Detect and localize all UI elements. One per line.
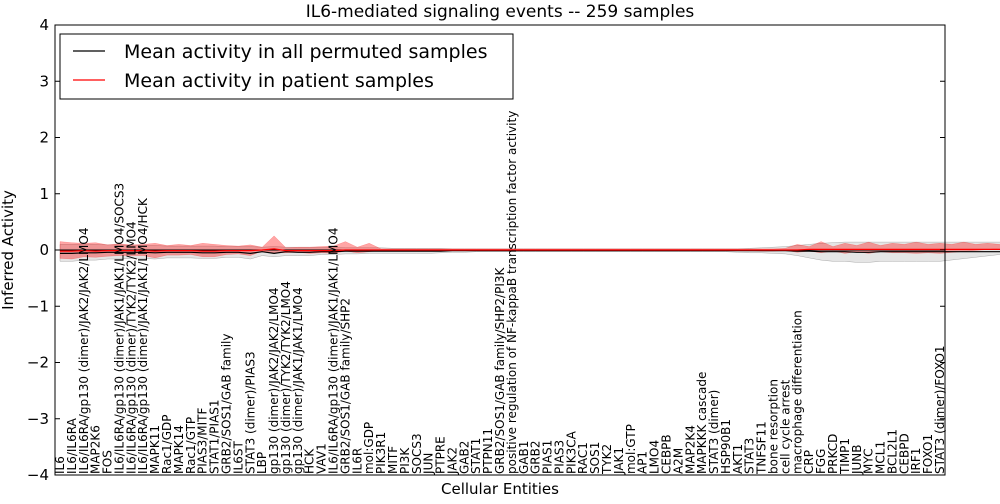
legend-label-permuted: Mean activity in all permuted samples [124, 41, 487, 63]
x-tick-label: gp130 (dimer)/TYK2/TYK2/LMO4 [279, 281, 293, 474]
x-tick-label: IL6/IL6RA/gp130 (dimer)/JAK2/JAK2/LMO4 [77, 228, 91, 474]
x-tick-label: STAT3 [743, 438, 757, 474]
x-tick-label: IRF1 [909, 448, 923, 474]
x-tick-label: GRB2/SOS1/GAB family/SHP2/PI3K [493, 266, 507, 474]
x-tick-label: FOXO1 [921, 434, 935, 474]
y-tick-label: −4 [27, 466, 49, 484]
x-tick-label: IL6R [350, 448, 364, 474]
series-layer [60, 248, 1000, 255]
x-tick-label: MAPK14 [172, 425, 186, 474]
x-tick-label: IL6 [53, 456, 67, 474]
x-tick-label: AKT1 [731, 444, 745, 474]
x-tick-label: PIAS1 [541, 440, 555, 474]
x-tick-label: BCL2L1 [885, 429, 899, 474]
x-tick-label: GAB1 [517, 441, 531, 474]
x-tick-label: IL6/IL6RA/gp130 (dimer)/JAK1/JAK1/LMO4/S… [113, 183, 127, 474]
x-tick-label: mol:GTP [624, 424, 638, 474]
x-tick-label: IL6/IL6RA/gp130 (dimer)/JAK1/JAK1/LMO4/H… [136, 197, 150, 474]
x-tick-label: MAPK11 [148, 425, 162, 474]
y-tick-label: −3 [27, 410, 49, 428]
x-tick-label: AP1 [636, 451, 650, 474]
x-tick-label: JAK2 [445, 447, 459, 475]
y-axis-label: Inferred Activity [0, 190, 17, 310]
x-tick-label: CEBPD [897, 433, 911, 474]
y-tick-label: 4 [39, 16, 49, 34]
chart-title: IL6-mediated signaling events -- 259 sam… [306, 2, 695, 22]
y-tick-label: 1 [39, 185, 49, 203]
x-tick-label: MYC [862, 449, 876, 474]
legend-box [59, 33, 514, 100]
x-tick-label: SOCS3 [410, 433, 424, 474]
x-tick-label: JUN [422, 453, 436, 475]
x-tick-label: Rac1/GTP [184, 417, 198, 474]
x-tick-label: JAK1 [612, 447, 626, 475]
y-tick-label: −2 [27, 354, 49, 372]
x-tick-label: TIMP1 [838, 438, 852, 475]
x-tick-label: PTPRE [434, 436, 448, 474]
x-tick-label: HSP90B1 [719, 419, 733, 474]
x-tick-label: GAB2 [457, 441, 471, 474]
x-tick-label: PIK3CA [564, 430, 578, 474]
x-tick-label: A2M [671, 448, 685, 474]
band-layer [59, 235, 1000, 263]
x-tick-label: RAC1 [576, 442, 590, 474]
x-tick-label: MAP2K4 [683, 425, 697, 474]
x-tick-label: SOS1 [588, 442, 602, 474]
x-tick-label: STAT3 (dimer)/FOXO1 [933, 345, 947, 474]
x-tick-label: LBP [255, 452, 269, 474]
x-tick-label: HCK [303, 448, 317, 474]
y-tick-label: 2 [39, 129, 49, 147]
x-tick-label: PIAS3/MITF [196, 407, 210, 474]
x-tick-label: PI3K [398, 447, 412, 474]
plot-frame [54, 24, 946, 476]
x-tick-label: MAPKKK cascade [695, 372, 709, 474]
x-tick-label: CEBPB [660, 434, 674, 474]
x-tick-label: STAT3 (dimer) [707, 390, 721, 474]
x-tick-label: TNFSF11 [755, 421, 769, 475]
x-tick-label: PIAS3 [553, 440, 567, 474]
x-tick-label: PTPN11 [481, 428, 495, 474]
x-tick-label: Rac1/GDP [160, 414, 174, 473]
x-tick-label: gp130 (dimer)/JAK2/JAK2/LMO4 [267, 287, 281, 474]
x-axis-label: Cellular Entities [441, 480, 559, 498]
x-tick-label: mol:GDP [362, 422, 376, 474]
x-tick-label: bone resorption [767, 379, 781, 474]
x-tick-label: MITF [386, 446, 400, 474]
x-tick-label: LMO4 [648, 440, 662, 474]
x-tick-label: STAT1/PIAS1 [208, 399, 222, 474]
x-tick-label: FGG [814, 449, 828, 475]
legend: Mean activity in all permuted samples Me… [59, 33, 514, 100]
x-tick-label: GRB2 [529, 441, 543, 475]
x-tick-label: STAT3 (dimer)/PIAS3 [243, 351, 257, 474]
x-tick-label: GRB2/SOS1/GAB family/SHP2 [338, 298, 352, 474]
x-tick-label: gp130 (dimer)/JAK1/JAK1/LMO4 [291, 287, 305, 474]
x-tick-label: FOS [101, 450, 115, 474]
x-tick-label: TYK2 [600, 444, 614, 475]
x-tick-label: PRKCD [826, 434, 840, 474]
x-tick-label: STAT1 [469, 438, 483, 474]
band-permuted [59, 241, 1000, 263]
x-tick-label: IL6ST [231, 441, 245, 474]
x-tick-label: IL6/IL6RA/gp130 (dimer)/JAK1/JAK1/LMO4 [327, 228, 341, 474]
x-tick-label: cell cycle arrest [778, 379, 792, 474]
y-tick-label: −1 [27, 297, 49, 315]
x-tick-label: macrophage differentiation [790, 310, 804, 474]
x-tick-label: IL6/IL6RA/gp130 (dimer)/TYK2/TYK2/LMO4 [124, 221, 138, 474]
x-tick-label: VAV1 [315, 443, 329, 474]
x-tick-label: IL6/IL6RA [65, 417, 79, 474]
x-tick-label: GRB2/SOS1/GAB family [220, 334, 234, 475]
x-tick-label: PIK3R1 [374, 432, 388, 474]
x-tick-label: CRP [802, 450, 816, 474]
series-line-patient [60, 248, 1000, 252]
x-tick-label: positive regulation of NF-kappaB transcr… [505, 111, 519, 474]
x-tick-label: JUNB [850, 445, 864, 476]
y-tick-label: 3 [39, 72, 49, 90]
x-tick-label: MAP2K6 [89, 425, 103, 474]
y-axis-ticks: −4 −3 −2 −1 0 1 2 3 4 [27, 16, 945, 484]
x-tick-label: MCL1 [874, 441, 888, 474]
legend-label-patient: Mean activity in patient samples [124, 70, 434, 92]
y-tick-label: 0 [39, 241, 49, 259]
